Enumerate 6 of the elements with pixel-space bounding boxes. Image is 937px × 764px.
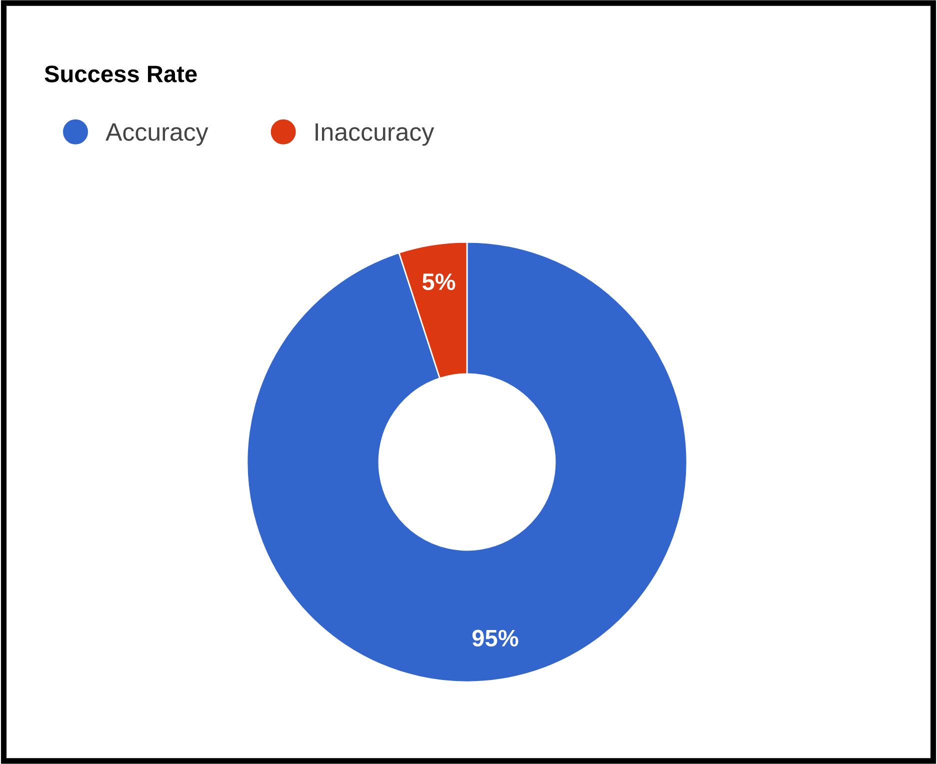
legend-label: Inaccuracy xyxy=(316,123,434,146)
legend-label: Accuracy xyxy=(106,123,208,146)
data-label: 95% xyxy=(472,630,518,647)
donut-slice xyxy=(246,241,688,683)
chart-title: Success Rate xyxy=(44,66,197,82)
data-label: 5% xyxy=(422,274,456,290)
